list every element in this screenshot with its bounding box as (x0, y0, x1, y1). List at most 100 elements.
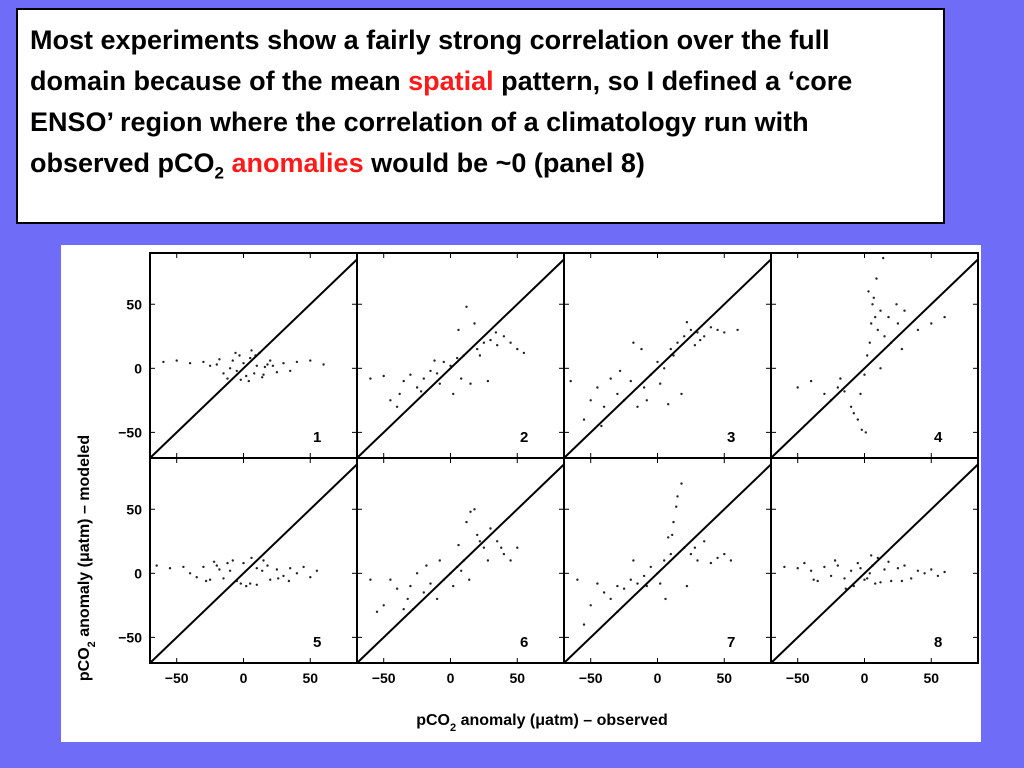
panel-6-point (465, 520, 468, 524)
panel-8-point (887, 560, 890, 563)
panel-2-point (409, 373, 412, 376)
panel-4-point (859, 392, 862, 396)
panel-3-point (569, 379, 572, 383)
panel-5-point (218, 568, 221, 571)
panel-1-point (239, 378, 242, 381)
panel-6-number: 6 (520, 634, 528, 651)
panel-1-point (228, 367, 232, 370)
panel-8-point (916, 569, 920, 572)
panel-2-reference-line (356, 258, 565, 459)
panel-6-point (375, 610, 379, 613)
x-tick-label: −50 (165, 670, 189, 686)
panel-5-point (215, 564, 218, 567)
panel-4-point (882, 256, 885, 260)
panel-4-point (870, 322, 873, 325)
panel-2-point (402, 379, 405, 383)
panel-6-point (478, 540, 482, 543)
panel-7-point (576, 578, 579, 581)
panel-5-point (295, 572, 299, 575)
panel-5-point (315, 569, 319, 572)
scatter-figure: 1 −50 0 50 2 3 4 5 −50 0 50 −50 0 50 6 −50 0 50 7 −50 0 50 8 −5… (76, 252, 979, 734)
panel-1-number: 1 (313, 429, 321, 446)
panel-7-number: 7 (727, 634, 735, 651)
panel-3-point (616, 392, 619, 396)
panel-7-point (696, 559, 699, 562)
panel-6-point (502, 552, 506, 556)
x-tick-label: 50 (923, 670, 939, 686)
panel-8-point (874, 582, 877, 585)
panel-1-point (271, 364, 275, 367)
panel-5-point (168, 567, 172, 570)
panel-4-point (866, 354, 869, 357)
panel-5-point (239, 582, 242, 585)
panel-6-point (422, 591, 425, 594)
panel-5-point (302, 565, 305, 569)
panel-1-point (249, 356, 252, 360)
panel-5-point (222, 577, 225, 580)
x-tick-label: 0 (447, 670, 455, 686)
panel-4-point (871, 303, 874, 306)
panel-6-point (415, 572, 419, 575)
panel-2-point (456, 356, 459, 360)
panel-5-point (275, 568, 279, 571)
caption-part-4: would be ~0 (panel 8) (363, 148, 645, 178)
panel-7-point (609, 597, 612, 601)
panel-7-point (723, 552, 726, 556)
panel-7-point (685, 584, 689, 588)
panel-3-number: 3 (727, 429, 735, 446)
panel-1-point (188, 362, 192, 365)
panel-6-point (425, 564, 428, 567)
panel-4-point (839, 377, 842, 380)
panel-6-point (509, 559, 512, 562)
caption-box: Most experiments show a fairly strong co… (16, 8, 945, 224)
caption-text: Most experiments show a fairly strong co… (30, 20, 931, 184)
x-tick-label: 0 (861, 670, 869, 686)
panel-7-point (596, 582, 599, 585)
panel-5-point (188, 572, 192, 575)
panel-2-point (435, 372, 439, 375)
panel-7-point (675, 505, 678, 508)
panel-1-point (266, 363, 269, 366)
panel-3-point (602, 405, 606, 408)
panel-4-point (887, 315, 890, 319)
panel-1-point (242, 362, 245, 365)
panel-7-point (709, 561, 713, 565)
x-tick-label: −50 (372, 670, 396, 686)
panel-3-point (699, 338, 702, 342)
caption-highlight-anomalies: anomalies (231, 148, 364, 178)
panel-1-point (202, 360, 205, 364)
panel-2-point (476, 347, 479, 351)
panel-2-point (369, 377, 372, 380)
panel-3-point (632, 341, 635, 344)
panel-8-point (876, 556, 879, 560)
panel-4-point (930, 322, 933, 325)
panel-4-point (903, 309, 906, 312)
panel-5-point (195, 576, 198, 579)
panel-8-point (856, 561, 859, 565)
panel-4-point (860, 428, 863, 431)
panel-4-point (796, 386, 799, 389)
panel-4-point (863, 373, 866, 376)
panel-8-point (903, 564, 906, 567)
panel-7-point (616, 584, 619, 588)
panel-4-point (895, 303, 898, 306)
x-axis-label: pCO2 anomaly (μatm) – observed (416, 712, 668, 734)
panel-7-point (663, 559, 666, 562)
caption-part-2: pattern, so I defined a ‘core ENSO’ regi… (30, 66, 853, 178)
panel-5-point (228, 569, 232, 572)
caption-highlight-spatial: spatial (408, 66, 494, 96)
panel-1-point (238, 354, 241, 357)
panel-7-point (671, 533, 674, 537)
panel-8-point (829, 574, 833, 578)
panel-5-point (242, 561, 245, 565)
panel-3-point (723, 331, 726, 334)
panel-3-reference-line (563, 258, 772, 459)
panel-5-point (277, 577, 280, 580)
panel-8-point (879, 581, 882, 584)
panel-3-point (645, 399, 648, 402)
panel-5-point (182, 565, 185, 569)
panel-3-point (636, 405, 639, 408)
panel-2-point (502, 335, 506, 338)
panel-8-number: 8 (934, 634, 942, 651)
panel-3-point (669, 347, 672, 351)
